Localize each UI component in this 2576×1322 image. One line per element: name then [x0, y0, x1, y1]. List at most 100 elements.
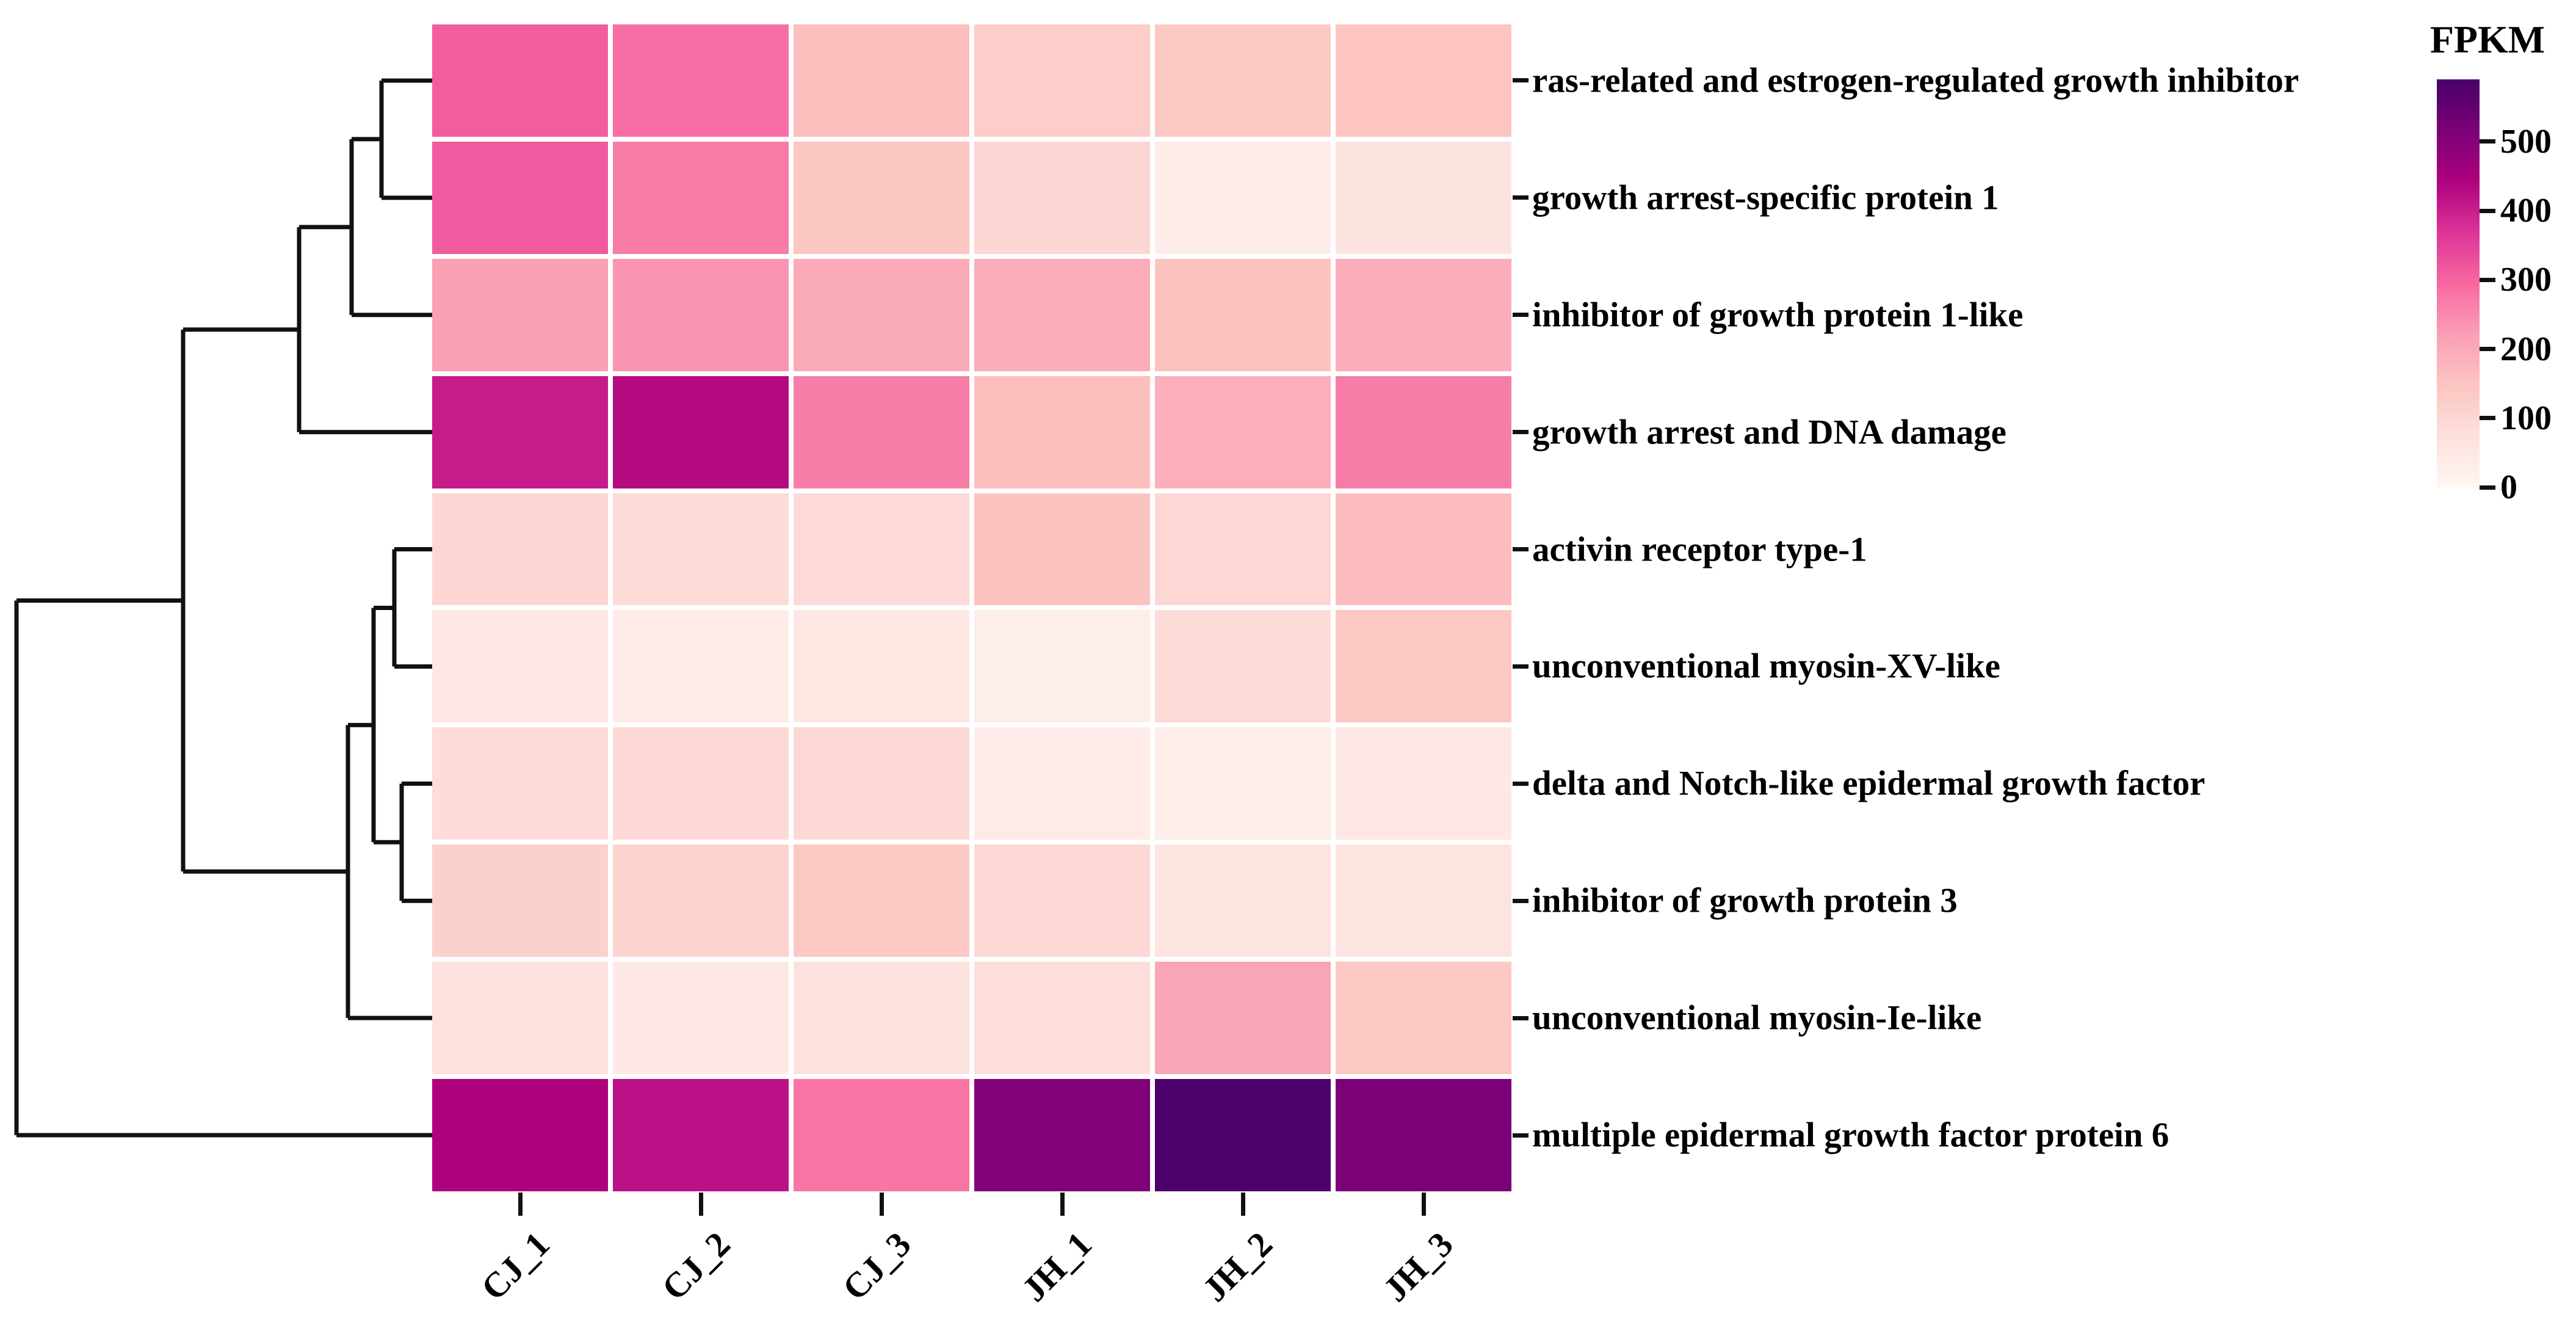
legend-tick: [2480, 208, 2495, 213]
heatmap-cell: [794, 376, 969, 488]
row-label: unconventional myosin-XV-like: [1532, 647, 2000, 686]
heatmap-cell: [974, 258, 1150, 371]
heatmap-cell: [1336, 727, 1511, 840]
heatmap-cell: [432, 962, 608, 1075]
row-label: unconventional myosin-Ie-like: [1532, 998, 1982, 1037]
legend-tick: [2480, 485, 2495, 490]
row-tick: [1513, 1133, 1529, 1138]
heatmap-cell: [974, 1079, 1150, 1191]
heatmap-cell: [1155, 24, 1331, 137]
col-tick: [879, 1193, 884, 1216]
heatmap-cell: [432, 610, 608, 723]
heatmap-cell: [974, 141, 1150, 254]
legend-tick-label: 400: [2500, 192, 2552, 230]
legend-gradient-bar: [2437, 79, 2480, 487]
row-label: multiple epidermal growth factor protein…: [1532, 1116, 2169, 1155]
legend-tick-label: 300: [2500, 261, 2552, 299]
col-tick: [698, 1193, 703, 1216]
heatmap-cell: [432, 141, 608, 254]
heatmap-cell: [432, 1079, 608, 1191]
row-label: inhibitor of growth protein 3: [1532, 881, 1958, 920]
row-tick: [1513, 313, 1529, 318]
heatmap-cell: [613, 727, 789, 840]
heatmap-cell: [1155, 610, 1331, 723]
legend-tick: [2480, 139, 2495, 144]
heatmap-cell: [1336, 844, 1511, 957]
legend-tick-label: 200: [2500, 330, 2552, 368]
legend-title: FPKM: [2429, 18, 2545, 61]
heatmap-cell: [1336, 376, 1511, 488]
col-label: CJ_1: [473, 1224, 557, 1308]
heatmap-cell: [1155, 844, 1331, 957]
heatmap-cell: [1155, 1079, 1331, 1191]
heatmap-cell: [794, 1079, 969, 1191]
col-label: JH_1: [1014, 1224, 1099, 1310]
col-label: JH_3: [1375, 1224, 1461, 1310]
heatmap-cell: [613, 1079, 789, 1191]
heatmap-grid: [432, 24, 1511, 1191]
heatmap-cell: [974, 962, 1150, 1075]
heatmap-cell: [432, 376, 608, 488]
heatmap-cell: [613, 844, 789, 957]
heatmap-cell: [1336, 962, 1511, 1075]
col-label: CJ_2: [654, 1224, 738, 1308]
legend-tick: [2480, 347, 2495, 352]
col-label: CJ_3: [834, 1224, 919, 1308]
legend-tick: [2480, 416, 2495, 421]
col-tick: [1240, 1193, 1245, 1216]
row-label: inhibitor of growth protein 1-like: [1532, 296, 2024, 335]
row-tick: [1513, 898, 1529, 903]
row-tick: [1513, 430, 1529, 435]
heatmap-cell: [1336, 24, 1511, 137]
heatmap-cell: [794, 727, 969, 840]
heatmap-cell: [613, 141, 789, 254]
row-dendrogram: [14, 78, 432, 1138]
col-tick: [518, 1193, 523, 1216]
heatmap-cell: [1336, 141, 1511, 254]
heatmap-cell: [1155, 493, 1331, 606]
legend-tick-label: 500: [2500, 122, 2552, 161]
heatmap-cell: [1155, 141, 1331, 254]
legend-tick: [2480, 277, 2495, 282]
col-label: JH_2: [1195, 1224, 1280, 1310]
heatmap-cell: [974, 727, 1150, 840]
legend-tick-label: 0: [2500, 468, 2517, 506]
row-tick: [1513, 664, 1529, 669]
heatmap-cell: [1336, 610, 1511, 723]
heatmap-cell: [1336, 493, 1511, 606]
col-tick: [1060, 1193, 1065, 1216]
legend-tick-label: 100: [2500, 399, 2552, 437]
heatmap-cell: [974, 24, 1150, 137]
row-tick: [1513, 547, 1529, 552]
row-label: ras-related and estrogen-regulated growt…: [1532, 61, 2299, 100]
heatmap-cell: [432, 844, 608, 957]
heatmap-cell: [794, 24, 969, 137]
heatmap-cell: [794, 258, 969, 371]
heatmap-cell: [613, 962, 789, 1075]
row-tick: [1513, 1015, 1529, 1020]
row-label: activin receptor type-1: [1532, 530, 1867, 569]
heatmap-cell: [794, 962, 969, 1075]
heatmap-cell: [974, 493, 1150, 606]
heatmap-cell: [613, 24, 789, 137]
heatmap-cell: [974, 844, 1150, 957]
heatmap-cell: [1155, 962, 1331, 1075]
row-tick: [1513, 781, 1529, 786]
row-label: growth arrest and DNA damage: [1532, 413, 2006, 452]
col-tick: [1421, 1193, 1426, 1216]
heatmap-cell: [1155, 727, 1331, 840]
heatmap-cell: [974, 610, 1150, 723]
heatmap-cell: [432, 727, 608, 840]
heatmap-cell: [613, 376, 789, 488]
heatmap-cell: [1155, 376, 1331, 488]
heatmap-cell: [794, 493, 969, 606]
heatmap-cell: [432, 24, 608, 137]
row-tick: [1513, 195, 1529, 200]
row-tick: [1513, 78, 1529, 83]
heatmap-cell: [1336, 258, 1511, 371]
heatmap-cell: [613, 258, 789, 371]
heatmap-cell: [794, 610, 969, 723]
heatmap-cell: [432, 493, 608, 606]
heatmap-cell: [1155, 258, 1331, 371]
